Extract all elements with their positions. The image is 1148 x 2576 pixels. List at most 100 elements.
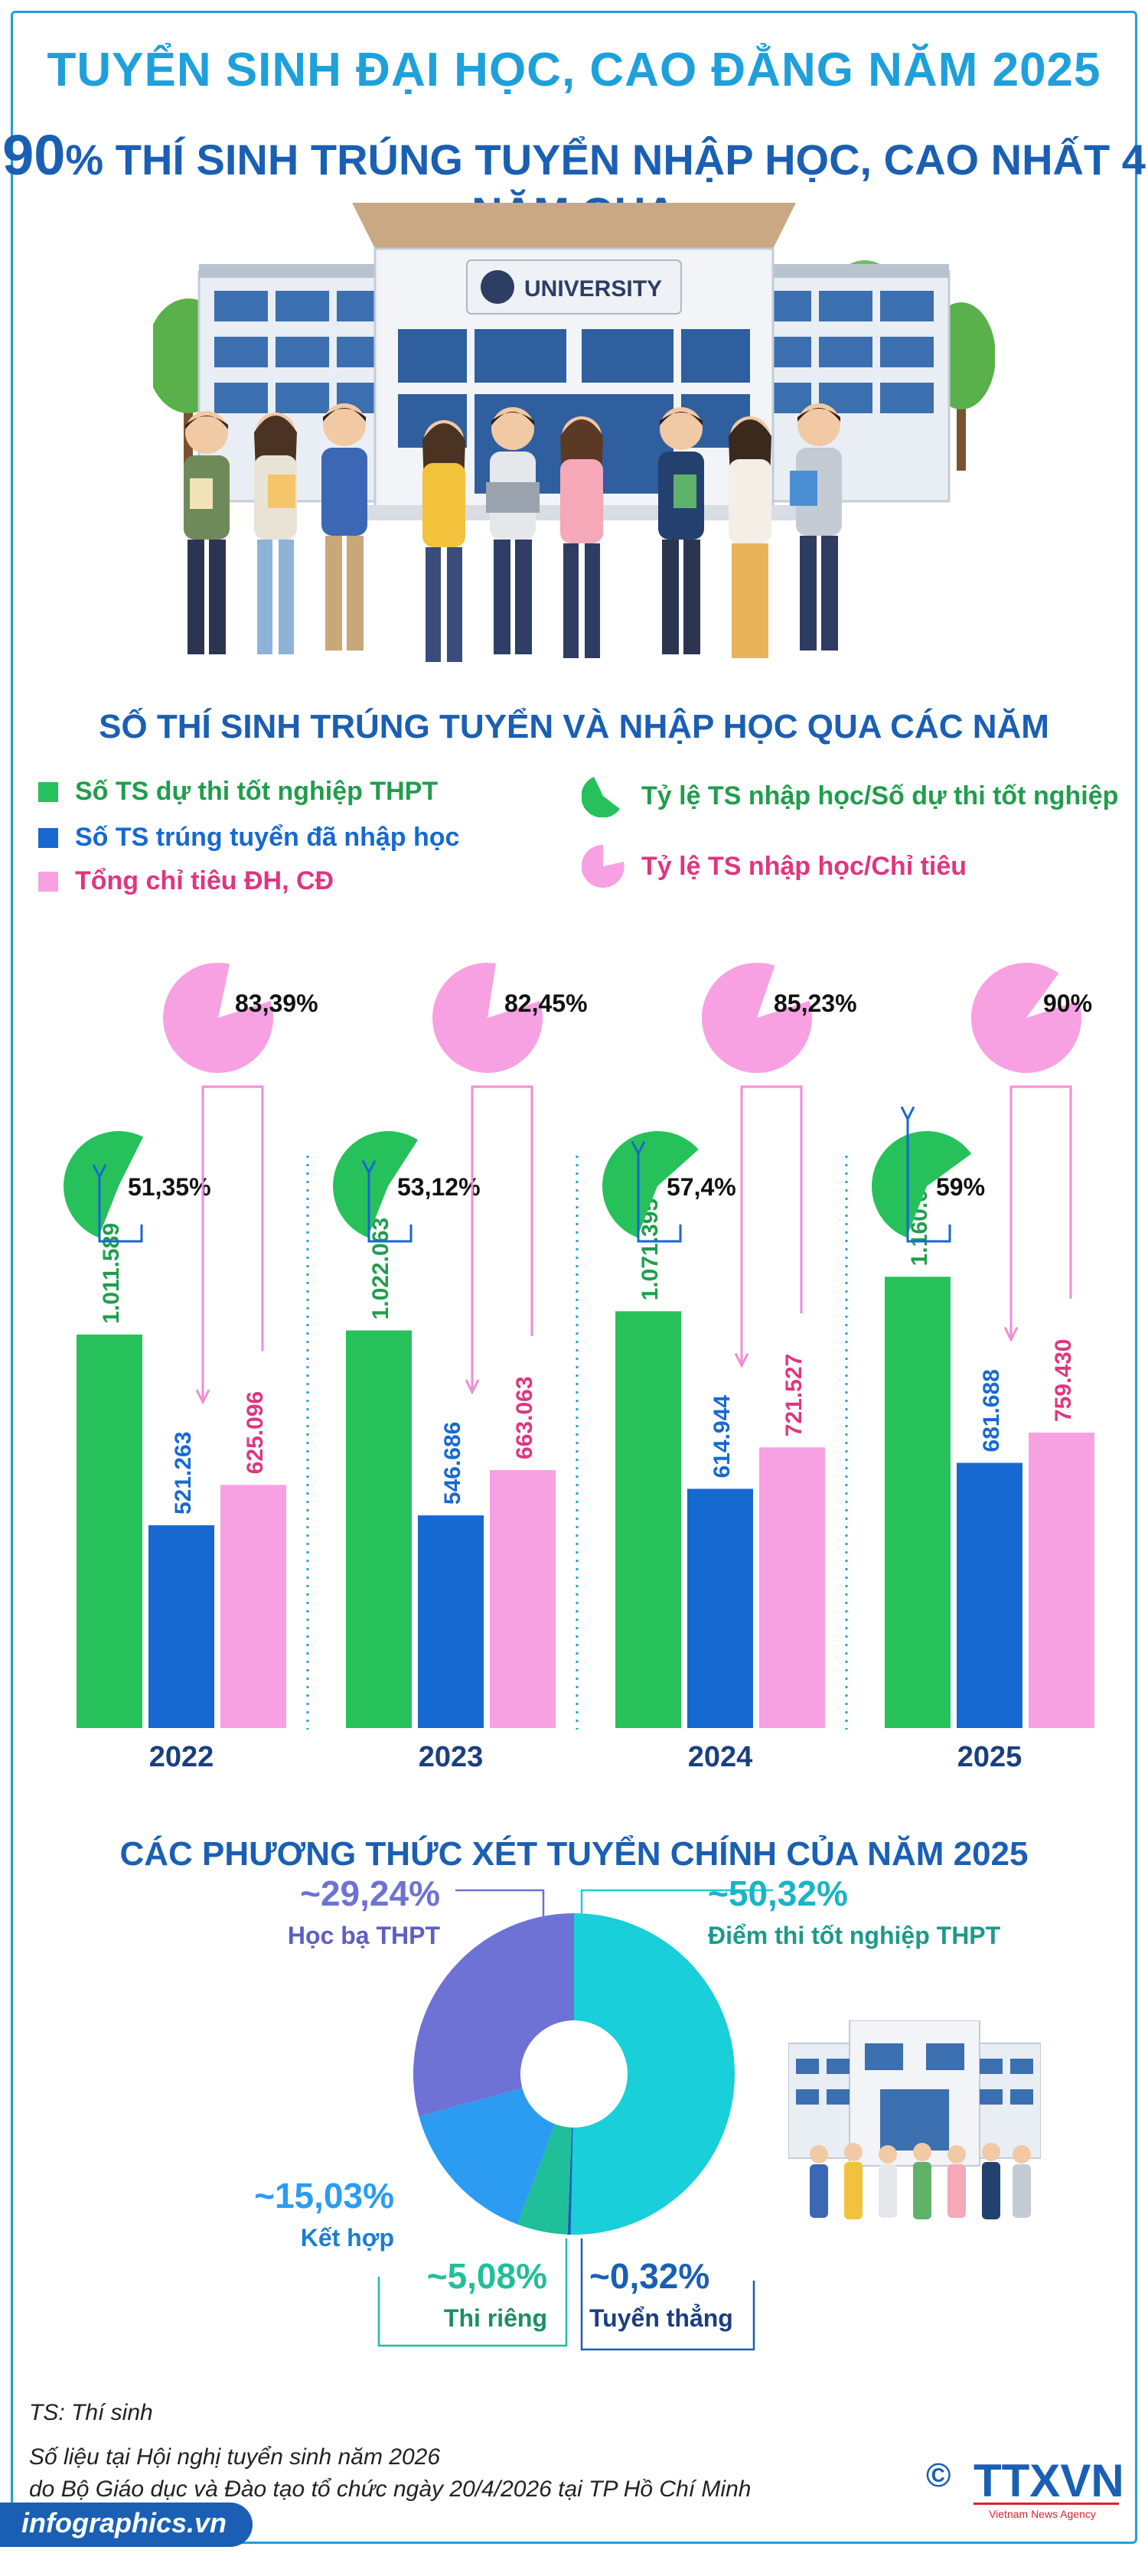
logo-text: TTXVN <box>974 2455 1124 2506</box>
year-label: 2025 <box>957 1741 1022 1773</box>
slice-name-label: Tuyển thẳng <box>589 2304 733 2332</box>
slice-percent-label: ~29,24% <box>300 1873 440 1913</box>
slice-name-label: Điểm thi tốt nghiệp THPT <box>708 1922 1001 1949</box>
legend-label: Tỷ lệ TS nhập học/Số dự thi tốt nghiệp <box>641 781 1119 810</box>
bar-enrolled <box>957 1462 1022 1728</box>
connector-quota <box>471 1085 533 1390</box>
pie-wedge-green-icon <box>582 777 620 817</box>
bar-value-label: 625.096 <box>243 1391 268 1474</box>
connector-exam <box>367 1169 413 1243</box>
students-group <box>184 403 842 662</box>
university-logo-icon <box>481 270 514 304</box>
connector-quota <box>201 1085 264 1400</box>
donut-slice <box>567 2127 573 2235</box>
slice-percent-label: ~15,03% <box>254 2176 394 2216</box>
slice-name-label: Học bạ THPT <box>288 1922 441 1949</box>
legend-quota: Tổng chỉ tiêu ĐH, CĐ <box>38 866 334 896</box>
bar-value-label: 663.063 <box>512 1376 537 1459</box>
admission-methods-donut: ~50,32% Điểm thi tốt nghiệp THPT ~29,24% Họ… <box>254 1873 1001 2351</box>
callout-line <box>580 1889 773 1913</box>
enrollment-bar-chart: 1.011.589 521.263 625.096 2022 51,35% 83,39% 1… <box>64 963 1094 1773</box>
ratio-quota-wedge <box>702 963 812 1073</box>
university-illustration: UNIVERSITY <box>153 203 995 662</box>
year-label: 2024 <box>688 1741 753 1773</box>
connector-exam <box>906 1116 951 1243</box>
ratio-exam-wedge <box>333 1131 419 1237</box>
ratio-quota-label: 85,23% <box>774 990 857 1017</box>
year-label: 2023 <box>419 1741 484 1773</box>
bar-value-label: 721.527 <box>781 1354 807 1436</box>
connector-quota-arrow <box>465 1379 480 1395</box>
connector-exam <box>637 1150 682 1243</box>
copyright-icon: © <box>926 2457 951 2494</box>
ratio-quota-wedge <box>432 963 543 1073</box>
legend-label: Tổng chỉ tiêu ĐH, CĐ <box>75 866 334 895</box>
connector-exam <box>98 1173 143 1243</box>
connector-exam-arrow <box>900 1106 915 1122</box>
donut-slice <box>570 1913 735 2235</box>
bar-value-label: 1.011.589 <box>99 1223 124 1324</box>
donut-slice <box>517 2124 572 2235</box>
donut-slice <box>413 1913 574 2117</box>
source-note-line2: do Bộ Giáo dục và Đào tạo tổ chức ngày 2… <box>29 2477 752 2502</box>
ratio-exam-wedge <box>872 1131 972 1237</box>
legend-label: Tỷ lệ TS nhập học/Chỉ tiêu <box>641 851 967 881</box>
connector-exam-arrow <box>361 1159 377 1176</box>
students-small <box>810 2143 1031 2219</box>
footer-site-link[interactable]: infographics.vn <box>21 2507 227 2539</box>
bar-quota <box>220 1485 286 1728</box>
slice-percent-label: ~50,32% <box>708 1873 848 1913</box>
legend-ratio-quota: Tỷ lệ TS nhập học/Chỉ tiêu <box>582 845 967 888</box>
bar-candidates <box>885 1277 951 1728</box>
connector-quota <box>740 1085 803 1363</box>
ratio-quota-label: 90% <box>1043 990 1092 1017</box>
ttxvn-logo: TTXVN Vietnam News Agency <box>974 2455 1124 2520</box>
legend-swatch-green <box>38 781 58 802</box>
legend-ratio-exam: Tỷ lệ TS nhập học/Số dự thi tốt nghiệp <box>582 774 1118 817</box>
bar-enrolled <box>418 1515 484 1728</box>
connector-quota-arrow <box>1003 1326 1019 1342</box>
campus-illustration <box>788 2020 1041 2219</box>
slice-percent-label: ~5,08% <box>427 2256 547 2296</box>
bar-enrolled <box>687 1489 753 1728</box>
connector-quota-arrow <box>195 1389 210 1405</box>
bar-candidates <box>615 1311 681 1728</box>
bar-value-label: 759.430 <box>1051 1339 1076 1422</box>
callout-line <box>377 2239 568 2347</box>
bar-candidates <box>77 1334 142 1728</box>
page-title: TUYỂN SINH ĐẠI HỌC, CAO ĐẲNG NĂM 2025 <box>47 44 1101 96</box>
ratio-exam-wedge <box>602 1131 699 1237</box>
ratio-exam-label: 57,4% <box>667 1173 736 1201</box>
slice-name-label: Thi riêng <box>444 2304 547 2332</box>
ratio-quota-wedge <box>163 963 273 1073</box>
source-note-line1: Số liệu tại Hội nghị tuyển sinh năm 2026 <box>29 2444 441 2470</box>
legend-enrolled: Số TS trúng tuyển đã nhập học <box>38 823 459 853</box>
year-label: 2022 <box>149 1741 214 1773</box>
subtitle-highlight: 90 <box>2 123 66 187</box>
bar-value-label: 1.022.063 <box>368 1218 393 1319</box>
ratio-quota-label: 83,39% <box>235 990 318 1017</box>
bar-value-label: 546.686 <box>440 1422 465 1505</box>
connector-exam-arrow <box>631 1140 646 1156</box>
ratio-quota-label: 82,45% <box>504 990 588 1017</box>
bar-quota <box>490 1469 556 1728</box>
bar-value-label: 614.944 <box>709 1395 735 1479</box>
callout-line <box>455 1889 545 1917</box>
bar-quota <box>1029 1432 1094 1728</box>
section-title-methods: CÁC PHƯƠNG THỨC XÉT TUYỂN CHÍNH CỦA NĂM … <box>119 1835 1029 1873</box>
bar-value-label: 521.263 <box>171 1432 196 1515</box>
bar-value-label: 681.688 <box>979 1369 1004 1452</box>
callout-line <box>580 2239 755 2351</box>
legend-swatch-blue <box>38 827 58 848</box>
ratio-quota-wedge <box>971 963 1082 1073</box>
abbreviation-note: TS: Thí sinh <box>29 2400 153 2425</box>
connector-quota-arrow <box>734 1352 749 1368</box>
section-title-enrollment: SỐ THÍ SINH TRÚNG TUYỂN VÀ NHẬP HỌC QUA … <box>99 708 1049 745</box>
pie-wedge-pink-icon <box>582 845 625 888</box>
legend-swatch-pink <box>38 871 58 892</box>
building-sign: UNIVERSITY <box>524 276 662 302</box>
legend-label: Số TS trúng tuyển đã nhập học <box>75 823 460 852</box>
ratio-exam-label: 59% <box>936 1173 985 1201</box>
ratio-exam-label: 53,12% <box>397 1173 481 1201</box>
slice-name-label: Kết hợp <box>301 2224 394 2252</box>
